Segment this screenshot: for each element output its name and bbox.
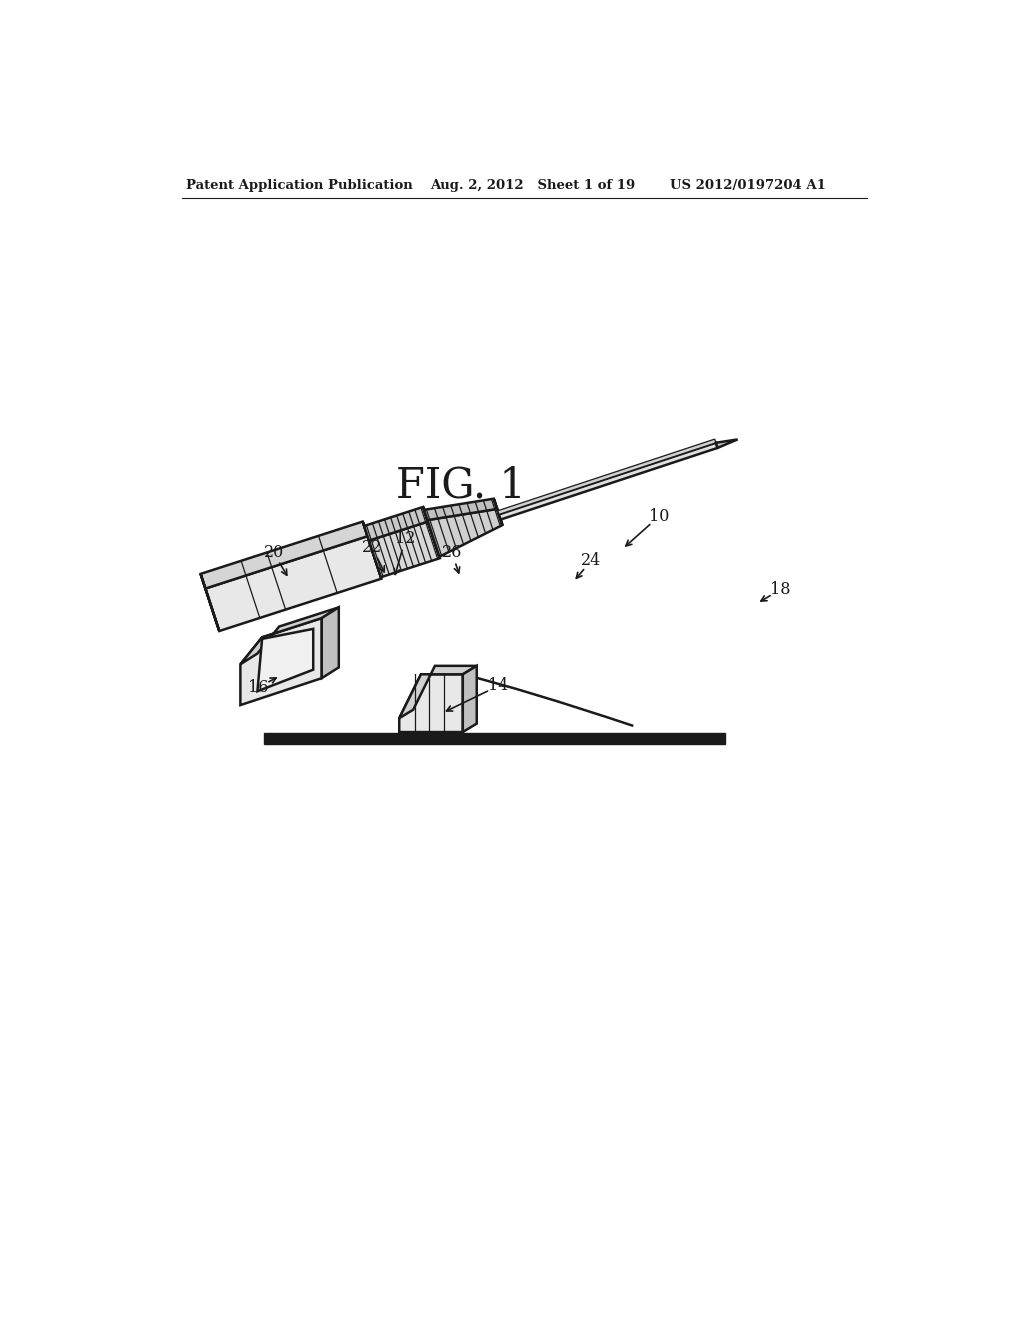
Polygon shape — [716, 440, 737, 447]
Text: 18: 18 — [770, 581, 791, 598]
Polygon shape — [494, 499, 503, 525]
Polygon shape — [257, 628, 313, 692]
Polygon shape — [206, 536, 381, 631]
Polygon shape — [241, 618, 322, 705]
Text: 16: 16 — [248, 678, 268, 696]
Text: US 2012/0197204 A1: US 2012/0197204 A1 — [671, 178, 826, 191]
Polygon shape — [463, 665, 477, 733]
Polygon shape — [424, 499, 497, 520]
Polygon shape — [201, 521, 368, 589]
Text: 20: 20 — [263, 544, 284, 561]
Text: 26: 26 — [441, 544, 462, 561]
Polygon shape — [241, 607, 339, 664]
Polygon shape — [399, 665, 477, 718]
Text: Aug. 2, 2012   Sheet 1 of 19: Aug. 2, 2012 Sheet 1 of 19 — [430, 178, 636, 191]
Text: 22: 22 — [362, 539, 382, 556]
Polygon shape — [362, 521, 381, 578]
Text: 14: 14 — [488, 677, 509, 694]
Text: 24: 24 — [582, 552, 601, 569]
Text: 12: 12 — [395, 531, 416, 548]
Polygon shape — [399, 675, 463, 733]
Polygon shape — [369, 521, 440, 577]
Polygon shape — [423, 507, 440, 558]
Polygon shape — [499, 442, 718, 520]
Text: Patent Application Publication: Patent Application Publication — [186, 178, 413, 191]
Polygon shape — [201, 574, 219, 631]
Polygon shape — [498, 440, 716, 515]
Polygon shape — [427, 510, 503, 557]
Polygon shape — [322, 607, 339, 678]
Polygon shape — [263, 733, 725, 743]
Text: FIG. 1: FIG. 1 — [396, 465, 526, 507]
Polygon shape — [365, 507, 428, 541]
Text: 10: 10 — [648, 508, 669, 525]
